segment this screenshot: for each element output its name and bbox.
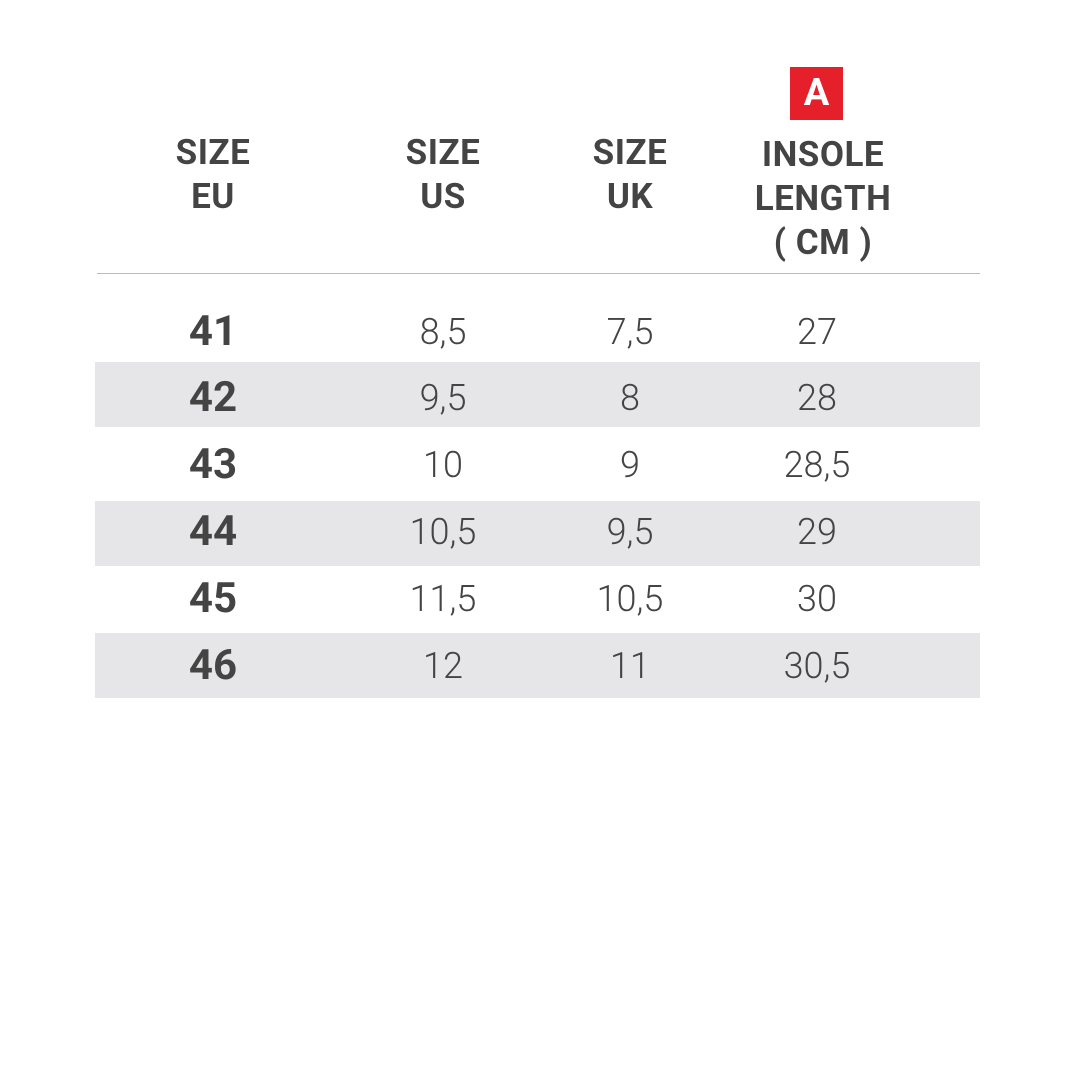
table-cell: 11 (610, 645, 650, 687)
table-cell: 29 (797, 511, 837, 553)
column-header: EU (191, 176, 235, 217)
column-header: UK (606, 176, 654, 217)
badge: A (790, 67, 843, 120)
table-cell: 9 (620, 444, 640, 486)
table-cell: 7,5 (606, 311, 654, 353)
row-shade (95, 362, 980, 427)
table-cell: 30,5 (783, 645, 851, 687)
table-cell: 28 (797, 377, 837, 419)
table-cell: 8,5 (419, 311, 467, 353)
table-cell: 12 (423, 645, 463, 687)
eu-size: 46 (188, 641, 238, 690)
table-cell: 30 (797, 578, 837, 620)
table-cell: 9,5 (606, 511, 654, 553)
column-header: SIZE (175, 132, 251, 173)
table-cell: 10,5 (409, 511, 477, 553)
column-header: SIZE (405, 132, 481, 173)
column-header: US (420, 176, 466, 217)
table-cell: 28,5 (783, 444, 851, 486)
header-rule (97, 273, 980, 274)
table-cell: 10,5 (596, 578, 664, 620)
table-cell: 8 (620, 377, 640, 419)
table-cell: 10 (423, 444, 463, 486)
column-header: ( CM ) (773, 222, 873, 263)
eu-size: 45 (188, 574, 238, 623)
eu-size: 42 (188, 373, 238, 422)
column-header: LENGTH (754, 178, 892, 219)
column-header: INSOLE (761, 134, 885, 175)
eu-size: 44 (188, 507, 238, 556)
row-shade (95, 501, 980, 566)
eu-size: 41 (188, 307, 238, 356)
column-header: SIZE (592, 132, 668, 173)
table-cell: 27 (797, 311, 837, 353)
row-shade (95, 633, 980, 698)
eu-size: 43 (188, 440, 238, 489)
table-cell: 9,5 (419, 377, 467, 419)
table-cell: 11,5 (409, 578, 477, 620)
